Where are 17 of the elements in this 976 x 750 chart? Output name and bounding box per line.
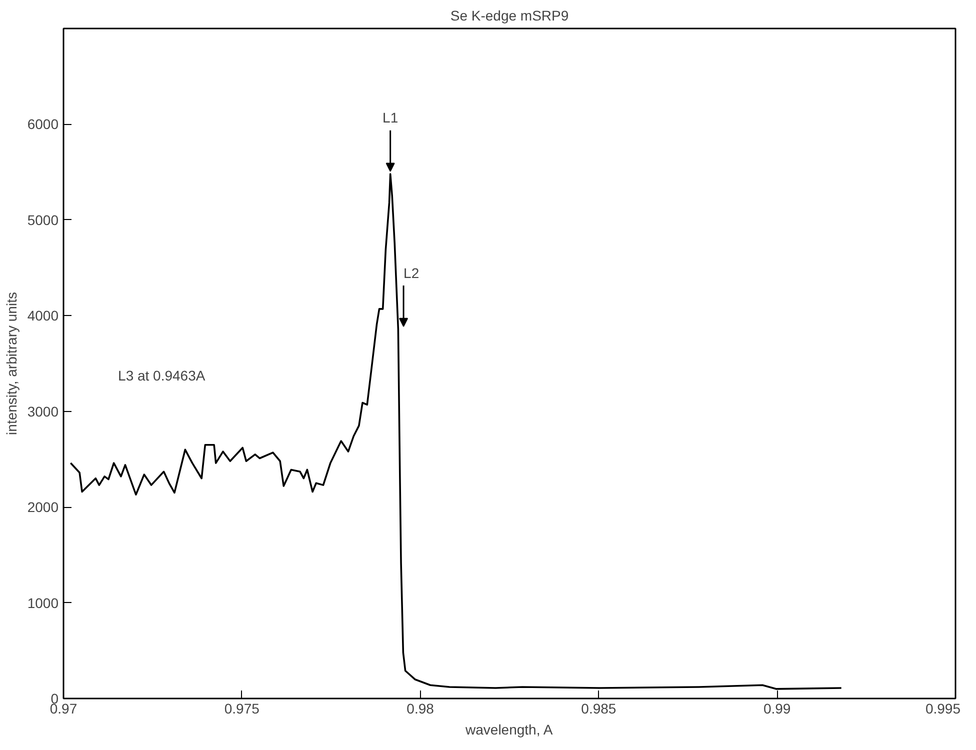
- x-tick-label: 0.995: [925, 700, 961, 716]
- y-tick-label: 2000: [27, 499, 59, 516]
- y-tick-label: 6000: [27, 116, 59, 132]
- y-tick-label: 4000: [27, 308, 59, 324]
- x-tick-label: 0.975: [224, 700, 260, 716]
- annotation: L1: [382, 110, 398, 126]
- y-axis-title: intensity, arbitrary units: [3, 292, 20, 435]
- y-tick-label: 1000: [27, 594, 59, 611]
- chart-title: Se K-edge mSRP9: [450, 8, 569, 24]
- y-tick-label: 5000: [27, 212, 59, 228]
- y-tick-label: 3000: [27, 403, 59, 420]
- x-axis-title: wavelength, A: [464, 722, 554, 738]
- annotation: L3 at 0.9463A: [118, 368, 206, 384]
- annotation: L2: [404, 264, 420, 281]
- x-tick-label: 0.99: [763, 700, 791, 716]
- x-tick-label: 0.985: [581, 700, 616, 716]
- x-tick-label: 0.98: [406, 700, 434, 716]
